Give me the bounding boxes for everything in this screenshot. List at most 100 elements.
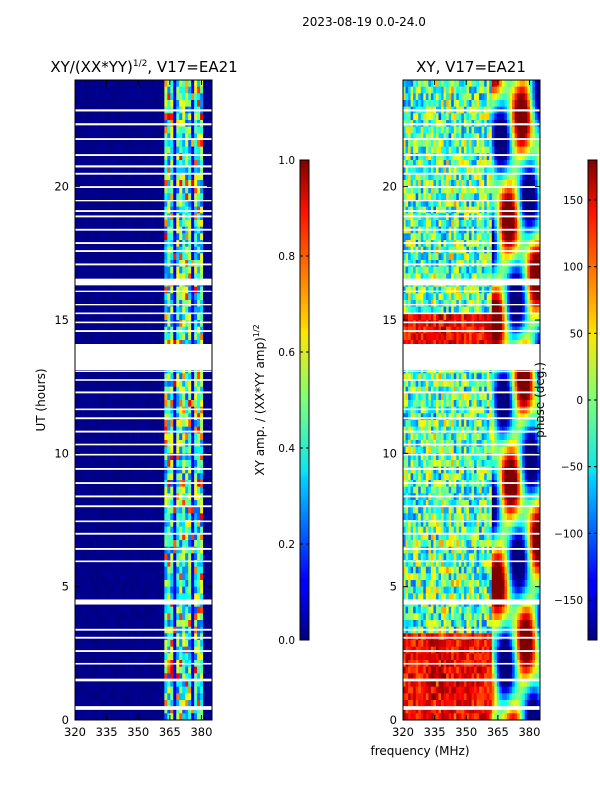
heatmap-cell [125,80,130,88]
heatmap-cell [110,446,115,454]
heatmap-cell [128,373,132,381]
heatmap-cell [164,586,168,594]
heatmap-cell [140,413,144,421]
heatmap-cell [119,560,124,568]
heatmap-cell [203,100,207,108]
heatmap-cell [149,286,153,294]
heatmap-cell [143,653,147,661]
heatmap-cell [194,693,198,701]
heatmap-cell [77,613,82,621]
heatmap-cell [146,680,150,688]
heatmap-cell [104,546,109,554]
heatmap-cell [420,133,424,141]
heatmap-cell [164,566,168,574]
heatmap-cell [504,86,508,94]
heatmap-cell [140,160,144,168]
heatmap-cell [161,553,165,561]
heatmap-cell [200,546,204,554]
heatmap-cell [176,200,180,208]
heatmap-cell [167,673,171,681]
heatmap-cell [113,680,118,688]
heatmap-cell [167,386,171,394]
heatmap-cell [149,146,153,154]
heatmap-cell [173,366,177,374]
heatmap-cell [203,420,207,428]
heatmap-cell [101,700,106,708]
heatmap-cell [104,466,109,474]
heatmap-cell [143,300,147,308]
heatmap-cell [188,86,192,94]
heatmap-cell [125,473,130,481]
heatmap-cell [433,86,437,94]
colorbar-tick-label: 0.0 [278,635,295,647]
heatmap-cell [113,533,118,541]
heatmap-cell [194,380,198,388]
heatmap-cell [116,446,121,454]
heatmap-cell [182,613,186,621]
heatmap-cell [80,86,85,94]
heatmap-cell [167,140,171,148]
heatmap-cell [164,340,168,348]
heatmap-cell [203,713,207,720]
heatmap-cell [514,93,518,101]
heatmap-cell [98,420,103,428]
heatmap-cell [194,426,198,434]
heatmap-cell [119,86,124,94]
heatmap-cell [405,80,409,88]
heatmap-cell [167,426,171,434]
heatmap-cell [188,113,192,121]
heatmap-cell [80,513,85,521]
heatmap-cell [98,500,103,508]
heatmap-cell [122,386,127,394]
heatmap-cell [185,193,189,201]
heatmap-cell [158,133,162,141]
heatmap-cell [155,593,159,601]
heatmap-cell [107,473,112,481]
heatmap-cell [143,426,147,434]
heatmap-cell [167,566,171,574]
heatmap-cell [194,400,198,408]
heatmap-cell [152,433,156,441]
heatmap-cell [140,86,144,94]
heatmap-cell [161,593,165,601]
heatmap-cell [92,593,97,601]
heatmap-cell [197,693,201,701]
heatmap-cell [173,446,177,454]
heatmap-cell [167,220,171,228]
x-tick-label: 350 [127,725,149,739]
heatmap-cell [191,306,195,314]
heatmap-cell [110,533,115,541]
heatmap-cell [140,266,144,274]
heatmap-cell [185,140,189,148]
heatmap-cell [185,546,189,554]
heatmap-cell [164,693,168,701]
heatmap-cell [200,526,204,534]
heatmap-cell [167,433,171,441]
heatmap-cell [86,593,91,601]
heatmap-cell [194,686,198,694]
heatmap-cell [92,320,97,328]
heatmap-cell [203,253,207,261]
heatmap-cell [534,100,538,108]
heatmap-cell [206,400,210,408]
heatmap-cell [134,606,138,614]
heatmap-cell [143,93,147,101]
heatmap-cell [110,173,115,181]
heatmap-cell [170,113,174,121]
heatmap-cell [158,466,162,474]
heatmap-cell [75,640,79,648]
heatmap-cell [194,100,198,108]
heatmap-cell [161,520,165,528]
heatmap-cell [131,420,135,428]
heatmap-cell [173,233,177,241]
heatmap-cell [92,193,97,201]
heatmap-cell [522,93,526,101]
heatmap-cell [86,546,91,554]
heatmap-cell [134,593,138,601]
heatmap-cell [188,673,192,681]
heatmap-cell [185,666,189,674]
heatmap-cell [98,380,103,388]
heatmap-cell [152,413,156,421]
heatmap-cell [128,320,132,328]
heatmap-cell [101,313,106,321]
